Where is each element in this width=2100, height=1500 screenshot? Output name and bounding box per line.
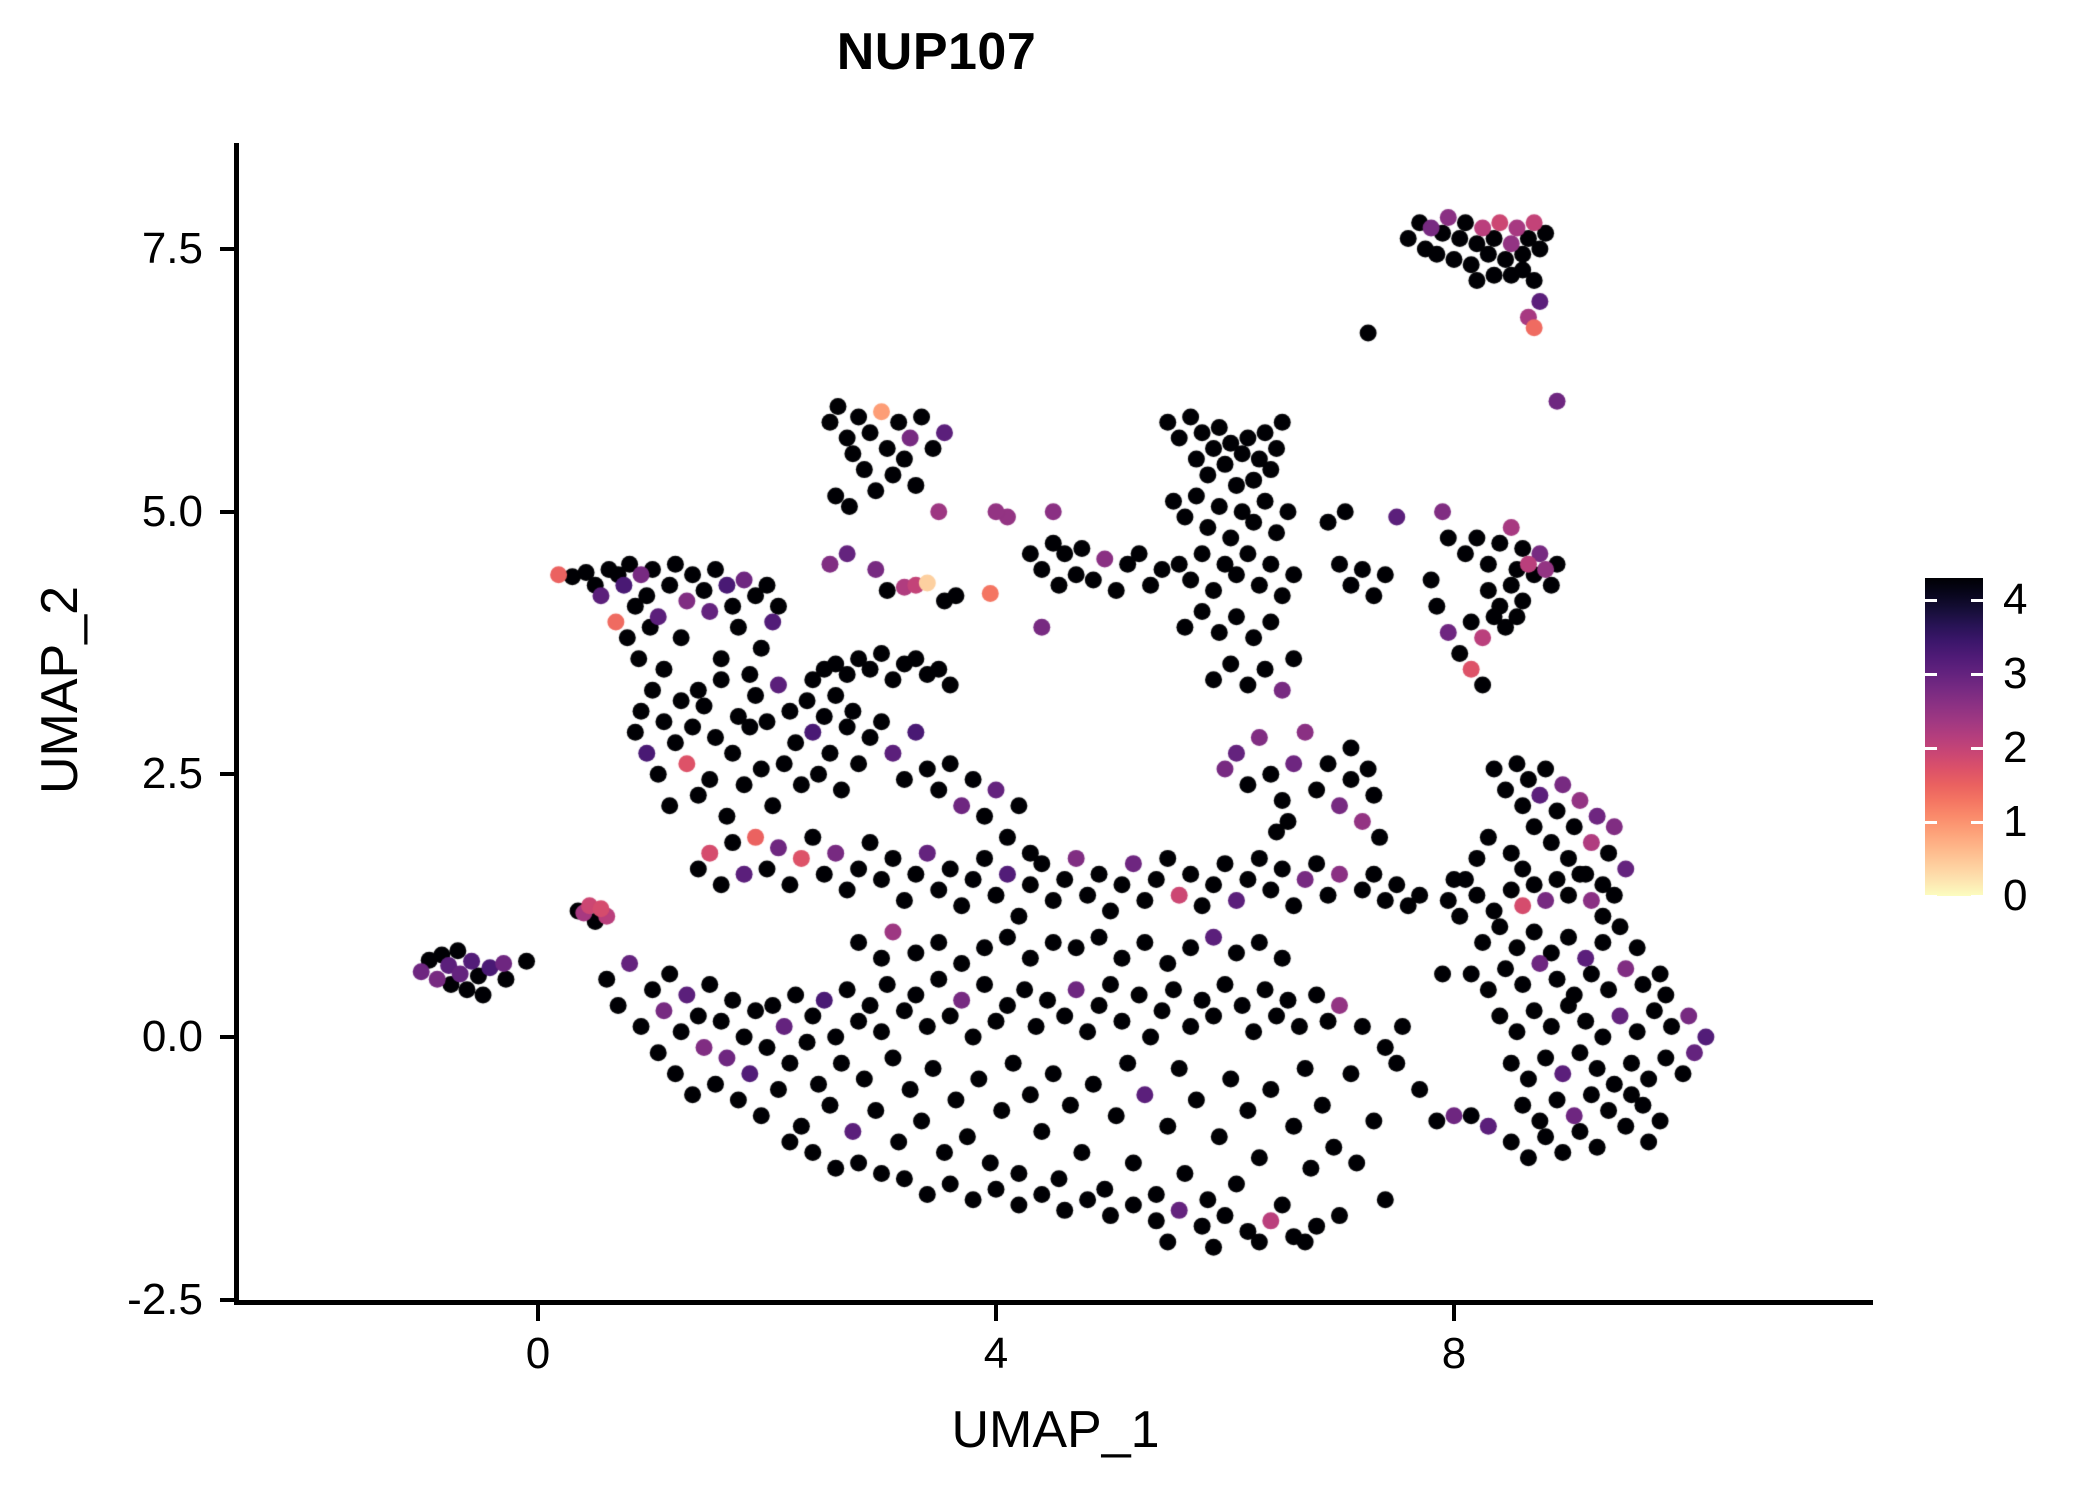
colorbar-tick-label: 2 — [2003, 723, 2028, 773]
colorbar-gradient — [1925, 578, 1983, 896]
colorbar-tick-mark — [1971, 599, 1983, 603]
y-tick-mark — [220, 246, 236, 251]
colorbar-tick-label: 1 — [2003, 797, 2028, 847]
x-axis-line — [238, 1300, 1873, 1305]
colorbar-tick-label: 4 — [2003, 575, 2028, 625]
y-tick-label: 0.0 — [141, 1012, 203, 1061]
colorbar-tick-mark — [1971, 747, 1983, 751]
scatter-canvas — [238, 143, 1873, 1300]
colorbar-tick-mark — [1971, 895, 1983, 898]
plot-panel — [238, 143, 1873, 1300]
y-tick-mark — [220, 1035, 236, 1039]
colorbar-tick-mark — [1925, 895, 1937, 898]
x-tick-label: 8 — [1441, 1329, 1467, 1378]
x-tick-mark — [536, 1305, 540, 1321]
colorbar-tick-mark — [1925, 673, 1937, 677]
y-tick-label: -2.5 — [127, 1274, 203, 1324]
colorbar-tick-mark — [1971, 821, 1983, 825]
x-tick-mark — [994, 1305, 998, 1321]
colorbar-tick-mark — [1925, 821, 1937, 825]
colorbar-tick-mark — [1925, 599, 1937, 603]
x-tick-mark — [1452, 1305, 1456, 1321]
y-tick-label: 2.5 — [141, 749, 203, 799]
y-tick-mark — [220, 772, 236, 777]
colorbar-tick-mark — [1925, 747, 1937, 751]
x-tick-label: 0 — [525, 1329, 551, 1378]
color-legend: 4 3 2 1 0 — [1925, 575, 2085, 918]
colorbar — [1925, 578, 1983, 898]
x-tick-label: 4 — [983, 1329, 1009, 1378]
colorbar-tick-label: 0 — [2003, 871, 2028, 920]
y-tick-label: 5.0 — [141, 486, 203, 536]
y-axis-title: UMAP_2 — [31, 585, 89, 795]
page-title: NUP107 — [836, 23, 1037, 81]
colorbar-tick-mark — [1971, 673, 1983, 677]
y-tick-label: 7.5 — [141, 223, 203, 273]
x-axis-title: UMAP_1 — [951, 1401, 1160, 1459]
colorbar-tick-label: 3 — [2003, 649, 2028, 699]
y-axis-line — [234, 143, 239, 1305]
y-tick-mark — [220, 509, 236, 514]
y-tick-mark — [220, 1297, 236, 1302]
